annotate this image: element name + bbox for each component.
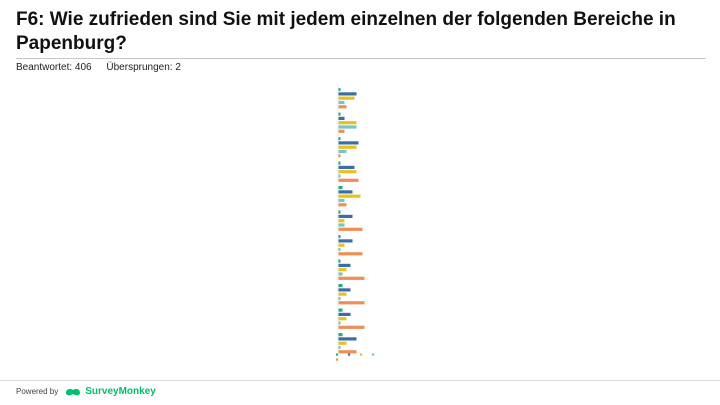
bar-series-4 xyxy=(338,198,345,203)
bar-series-1 xyxy=(338,259,341,263)
bar-series-2 xyxy=(338,312,351,316)
bar-series-4 xyxy=(338,125,357,129)
bar-series-2 xyxy=(338,263,351,267)
legend-swatch-4 xyxy=(372,353,375,356)
bar-series-5 xyxy=(338,129,345,133)
legend-swatch-2 xyxy=(348,353,351,356)
bar-series-5 xyxy=(338,178,359,182)
bar-series-2 xyxy=(338,214,353,218)
bar-series-1 xyxy=(338,161,341,165)
bar-series-2 xyxy=(338,165,355,169)
bar-series-4 xyxy=(338,345,341,350)
bar-series-1 xyxy=(338,235,341,239)
bar-series-1 xyxy=(338,88,341,92)
bar-series-2 xyxy=(338,288,351,292)
bar-series-5 xyxy=(338,252,363,256)
skipped-count: Übersprungen: 2 xyxy=(106,62,181,73)
powered-by-label: Powered by xyxy=(16,387,59,396)
bar-series-5 xyxy=(338,301,365,305)
bar-series-5 xyxy=(338,227,363,231)
legend-swatch-3 xyxy=(360,353,363,356)
brand-name: SurveyMonkey xyxy=(85,386,156,397)
footer-divider xyxy=(0,380,720,381)
bar-series-5 xyxy=(338,154,341,158)
bar-series-4 xyxy=(338,174,341,178)
bar-series-3 xyxy=(338,170,357,174)
brand-logo[interactable]: SurveyMonkey xyxy=(64,386,156,397)
answered-count: Beantwortet: 406 xyxy=(16,62,92,73)
bar-series-3 xyxy=(338,219,345,223)
bar-series-3 xyxy=(338,121,357,125)
chart-bars xyxy=(337,84,365,354)
bar-series-4 xyxy=(338,272,343,276)
bar-series-2 xyxy=(338,141,359,145)
bar-series-4 xyxy=(338,247,341,252)
bar-series-4 xyxy=(338,321,341,325)
bar-series-1 xyxy=(338,284,343,288)
bar-series-3 xyxy=(338,268,347,272)
bar-series-3 xyxy=(338,145,357,149)
bar-series-2 xyxy=(338,92,357,96)
bar-series-4 xyxy=(338,149,347,154)
legend-swatch-5 xyxy=(336,358,339,361)
bar-series-1 xyxy=(338,210,341,214)
response-stats: Beantwortet: 406 Übersprungen: 2 xyxy=(16,62,193,73)
title-divider xyxy=(16,58,706,59)
bar-chart xyxy=(336,84,375,361)
bar-series-4 xyxy=(338,223,345,227)
bar-series-5 xyxy=(338,105,347,109)
chart-legend xyxy=(336,353,375,361)
bar-series-3 xyxy=(338,292,347,296)
page-title: F6: Wie zufrieden sind Sie mit jedem ein… xyxy=(16,9,676,54)
bar-series-3 xyxy=(338,194,361,198)
bar-series-2 xyxy=(338,337,357,341)
bar-series-3 xyxy=(338,317,347,321)
bar-series-2 xyxy=(338,116,345,120)
bar-series-5 xyxy=(338,325,365,329)
legend-swatch-1 xyxy=(336,353,339,356)
bar-series-2 xyxy=(338,190,353,194)
bar-series-5 xyxy=(338,203,347,207)
bar-series-3 xyxy=(338,243,345,247)
bar-series-4 xyxy=(338,100,345,105)
bar-series-1 xyxy=(338,333,343,337)
footer: Powered by SurveyMonkey xyxy=(16,386,156,397)
bar-series-1 xyxy=(338,137,341,141)
bar-series-5 xyxy=(338,276,365,280)
bar-series-4 xyxy=(338,296,341,301)
bar-series-1 xyxy=(338,112,341,116)
bar-series-1 xyxy=(338,186,343,190)
bar-series-2 xyxy=(338,239,353,243)
bar-series-3 xyxy=(338,341,347,345)
bar-series-3 xyxy=(338,96,355,100)
bar-series-1 xyxy=(338,308,343,312)
bar-series-5 xyxy=(338,350,357,354)
surveymonkey-icon xyxy=(66,388,81,395)
